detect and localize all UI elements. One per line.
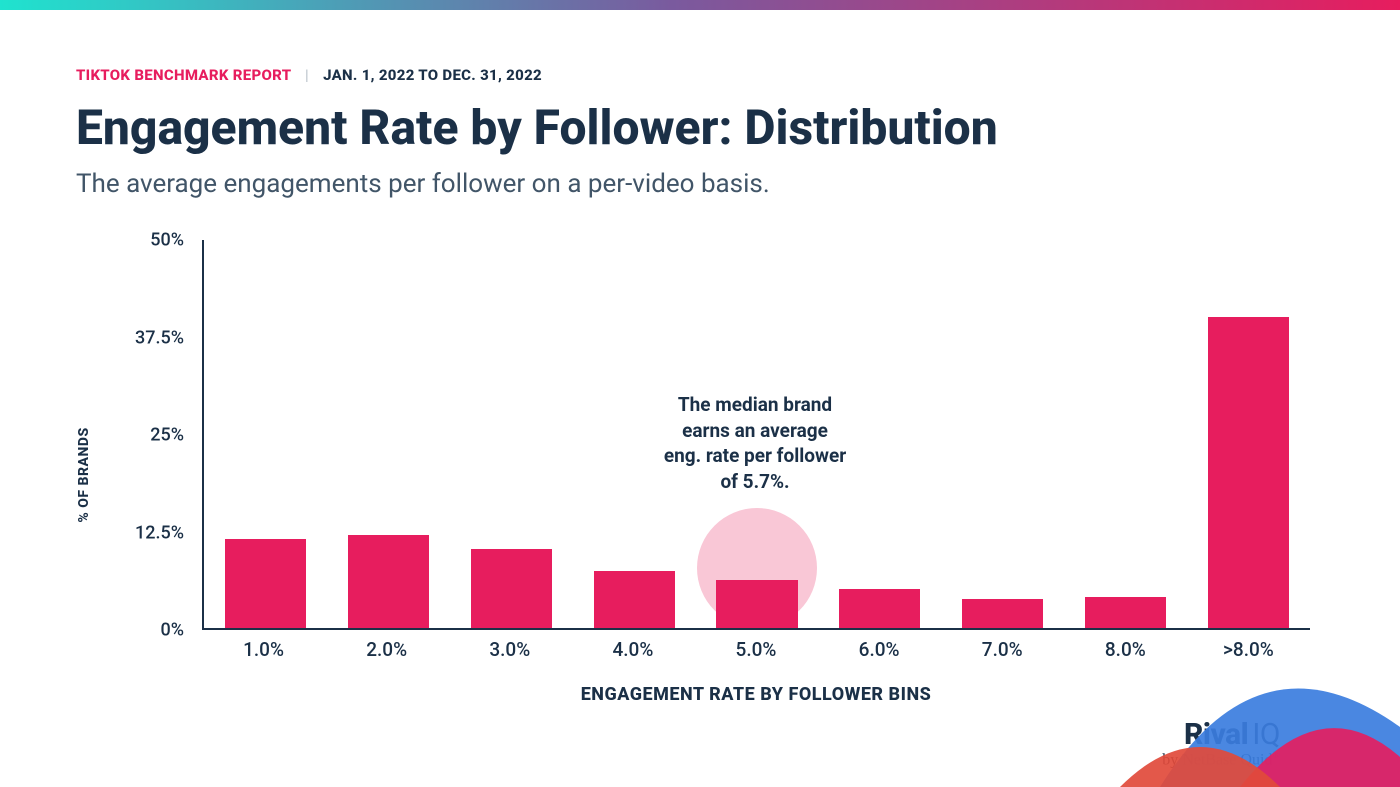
x-tick-label: >8.0% — [1187, 638, 1310, 661]
logo-main: Rival IQ — [1162, 717, 1280, 752]
bar — [225, 539, 306, 628]
bar-slot — [450, 240, 573, 628]
bar-slot — [1187, 240, 1310, 628]
x-tick-label: 7.0% — [941, 638, 1064, 661]
bar — [1208, 317, 1289, 628]
y-axis-ticks: 0%12.5%25%37.5%50% — [90, 240, 200, 630]
page-title: Engagement Rate by Follower: Distributio… — [76, 102, 1324, 155]
x-axis-label: ENGAGEMENT RATE BY FOLLOWER BINS — [202, 684, 1310, 705]
date-range: JAN. 1, 2022 TO DEC. 31, 2022 — [323, 66, 542, 84]
meta-line: TIKTOK BENCHMARK REPORT | JAN. 1, 2022 T… — [76, 66, 1324, 84]
bar — [348, 535, 429, 628]
y-tick-label: 0% — [94, 620, 184, 641]
bar-slot — [1064, 240, 1187, 628]
bar-slot — [941, 240, 1064, 628]
x-tick-label: 4.0% — [571, 638, 694, 661]
x-tick-label: 5.0% — [694, 638, 817, 661]
x-axis-ticks: 1.0%2.0%3.0%4.0%5.0%6.0%7.0%8.0%>8.0% — [202, 638, 1310, 661]
x-tick-label: 8.0% — [1064, 638, 1187, 661]
page-subtitle: The average engagements per follower on … — [76, 169, 1324, 199]
x-tick-label: 2.0% — [325, 638, 448, 661]
annotation-text: The median brandearns an averageeng. rat… — [635, 392, 875, 495]
brand-logo: Rival IQ by NetBase Quid® — [1162, 717, 1280, 769]
meta-separator: | — [305, 66, 309, 84]
bar — [471, 549, 552, 628]
bar — [962, 599, 1043, 628]
bar — [1085, 597, 1166, 628]
bar — [839, 589, 920, 628]
x-tick-label: 6.0% — [818, 638, 941, 661]
registered-icon: ® — [1272, 750, 1280, 761]
y-tick-label: 50% — [94, 230, 184, 251]
logo-byline: by NetBase Quid® — [1162, 750, 1280, 769]
logo-brand: Rival — [1184, 717, 1248, 752]
y-tick-label: 37.5% — [94, 327, 184, 348]
header-gradient-bar — [0, 0, 1400, 10]
bar — [594, 571, 675, 628]
logo-suffix: IQ — [1252, 717, 1280, 752]
report-name: TIKTOK BENCHMARK REPORT — [76, 66, 291, 84]
x-tick-label: 1.0% — [202, 638, 325, 661]
bar-slot — [327, 240, 450, 628]
bar-slot — [204, 240, 327, 628]
content-area: TIKTOK BENCHMARK REPORT | JAN. 1, 2022 T… — [0, 10, 1400, 199]
y-tick-label: 25% — [94, 425, 184, 446]
chart: % OF BRANDS 0%12.5%25%37.5%50% The media… — [90, 240, 1310, 710]
x-tick-label: 3.0% — [448, 638, 571, 661]
bar — [716, 580, 797, 628]
y-tick-label: 12.5% — [94, 522, 184, 543]
